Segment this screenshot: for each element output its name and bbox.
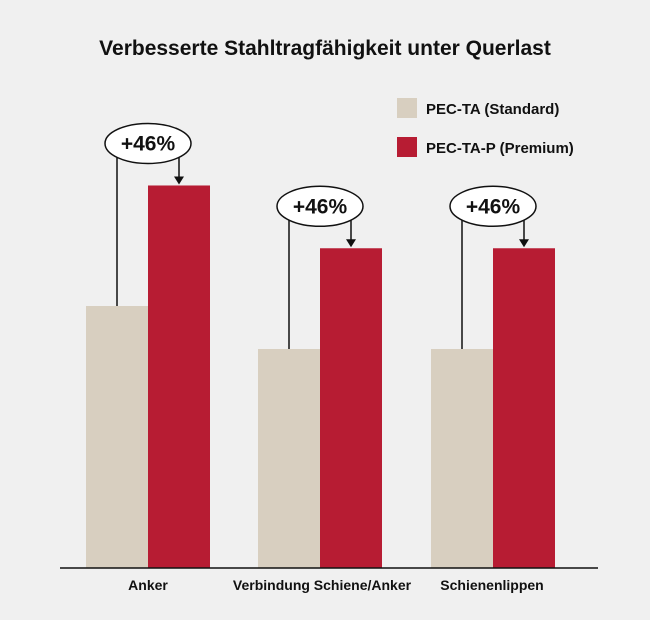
legend-swatch-premium	[397, 137, 417, 157]
x-tick-label-verbindung: Verbindung Schiene/Anker	[233, 577, 412, 593]
annotation-label-schienenlippen: +46%	[466, 195, 521, 218]
x-tick-labels: Anker Verbindung Schiene/Anker Schienenl…	[128, 577, 544, 593]
annotation-bubble-verbindung	[276, 185, 364, 228]
annotations-group: +46% +46% +46%	[104, 122, 537, 349]
annotation-arrowhead-verbindung	[346, 239, 356, 248]
x-tick-label-anker: Anker	[128, 577, 168, 593]
annotation-bubble-anker	[104, 122, 192, 165]
annotation-arrowhead-anker	[174, 176, 184, 185]
chart-title: Verbesserte Stahltragfähigkeit unter Que…	[99, 37, 551, 60]
annotation-bubble-schienenlippen	[449, 185, 537, 228]
bar-standard-anker	[86, 306, 148, 568]
bar-standard-schienenlippen	[431, 349, 493, 568]
annotation-arrowhead-schienenlippen	[519, 239, 529, 248]
bars-group	[86, 185, 555, 569]
legend-swatch-standard	[397, 98, 417, 118]
bar-standard-verbindung	[258, 349, 320, 568]
legend-label-standard: PEC-TA (Standard)	[426, 101, 559, 118]
annotation-label-verbindung: +46%	[293, 195, 348, 218]
x-tick-label-schienenlippen: Schienenlippen	[440, 577, 543, 593]
bar-premium-verbindung	[320, 248, 382, 568]
annotation-label-anker: +46%	[121, 132, 176, 155]
legend-label-premium: PEC-TA-P (Premium)	[426, 140, 574, 157]
bar-premium-schienenlippen	[493, 248, 555, 568]
bar-premium-anker	[148, 185, 210, 569]
legend: PEC-TA (Standard) PEC-TA-P (Premium)	[397, 98, 574, 157]
